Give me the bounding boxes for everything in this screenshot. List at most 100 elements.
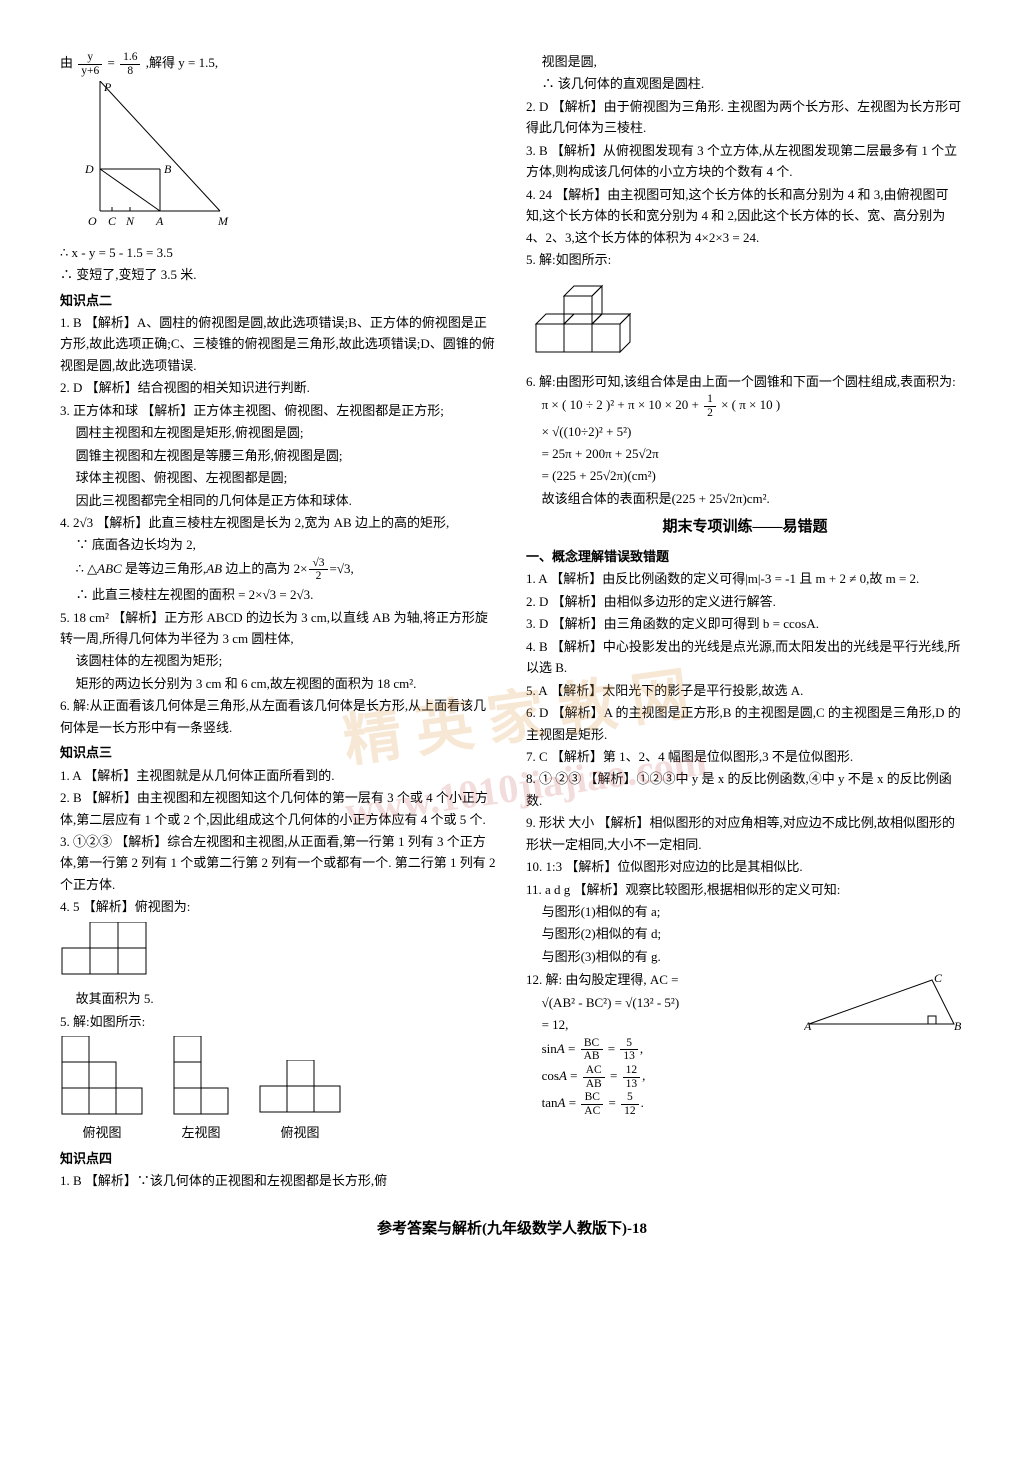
r5: 5. 解:如图所示: <box>526 249 964 270</box>
kz2-4: 4. 2√3 【解析】此直三棱柱左视图是长为 2,宽为 AB 边上的高的矩形, <box>60 512 498 533</box>
kz3-title: 知识点三 <box>60 742 498 763</box>
r6: 6. 解:由图形可知,该组合体是由上面一个圆锥和下面一个圆柱组成,表面积为: <box>526 371 964 392</box>
kz3-5: 5. 解:如图所示: <box>60 1011 498 1032</box>
end-training-title: 期末专项训练——易错题 <box>526 515 964 540</box>
kz3-2: 2. B 【解析】由主视图和左视图知这个几何体的第一层有 3 个或 4 个小正方… <box>60 787 498 830</box>
kz3-3: 3. ①②③ 【解析】综合左视图和主视图,从正面看,第一行第 1 列有 3 个正… <box>60 831 498 895</box>
right-column: 视图是圆, ∴ 该几何体的直观图是圆柱. 2. D 【解析】由于俯视图为三角形.… <box>526 50 964 1193</box>
svg-text:M: M <box>217 214 229 228</box>
c12a: √(AB² - BC²) = √(13² - 5²) <box>526 992 792 1013</box>
kz2-4b: ∵ 底面各边长均为 2, <box>60 534 498 555</box>
kz2-4d: ∴ 此直三棱柱左视图的面积 = 2×√3 = 2√3. <box>60 584 498 605</box>
cube-svg <box>526 274 646 360</box>
r0b: ∴ 该几何体的直观图是圆柱. <box>526 73 964 94</box>
svg-text:C: C <box>108 214 117 228</box>
view1-label: 俯视图 <box>60 1122 144 1143</box>
view3-label: 俯视图 <box>258 1122 342 1143</box>
eq-line: 由 y y+6 = 1.6 8 ,解得 y = 1.5, <box>60 51 498 77</box>
c9: 9. 形状 大小 【解析】相似图形的对应角相等,对应边不成比例,故相似图形的形状… <box>526 812 964 855</box>
frac-den: y+6 <box>78 65 102 78</box>
c11c: 与图形(3)相似的有 g. <box>526 946 964 967</box>
c12e: tanA = BCAC = 512. <box>526 1091 792 1117</box>
c12d: cosA = ACAB = 1213, <box>526 1064 792 1090</box>
frac-den: 8 <box>120 65 140 78</box>
r4: 4. 24 【解析】由主视图可知,这个长方体的长和高分别为 4 和 3,由俯视图… <box>526 184 964 248</box>
svg-text:P: P <box>103 81 112 94</box>
grid4-svg <box>60 922 150 978</box>
r6d: = (225 + 25√2π)(cm²) <box>526 465 964 486</box>
c12: 12. 解: 由勾股定理得, AC = <box>526 969 792 990</box>
svg-text:C: C <box>934 974 943 985</box>
triangle-figure: P D B O C N A M <box>60 81 498 237</box>
eq3: ∴ 变短了,变短了 3.5 米. <box>60 264 498 285</box>
c1: 1. A 【解析】由反比例函数的定义可得|m|-3 = -1 且 m + 2 ≠… <box>526 568 964 589</box>
svg-text:B: B <box>164 162 172 176</box>
c8: 8. ① ②③ 【解析】①②③中 y 是 x 的反比例函数,④中 y 不是 x … <box>526 768 964 811</box>
c11a: 与图形(1)相似的有 a; <box>526 901 964 922</box>
svg-text:N: N <box>125 214 135 228</box>
content-columns: 由 y y+6 = 1.6 8 ,解得 y = 1.5, P <box>60 50 964 1193</box>
eq2: ∴ x - y = 5 - 1.5 = 3.5 <box>60 242 498 263</box>
page-footer: 参考答案与解析(九年级数学人教版下)-18 <box>60 1217 964 1242</box>
kz2-4c: ∴ △ABC 是等边三角形,AB 边上的高为 2×√32=√3, <box>60 557 498 583</box>
kz2-5: 5. 18 cm² 【解析】正方形 ABCD 的边长为 3 cm,以直线 AB … <box>60 607 498 650</box>
c11b: 与图形(2)相似的有 d; <box>526 923 964 944</box>
r0: 视图是圆, <box>526 51 964 72</box>
kz2-6: 6. 解:从正面看该几何体是三角形,从左面看该几何体是长方形,从上面看该几何体是… <box>60 695 498 738</box>
kz3-1: 1. A 【解析】主视图就是从几何体正面所看到的. <box>60 765 498 786</box>
svg-text:A: A <box>155 214 164 228</box>
kz2-title: 知识点二 <box>60 290 498 311</box>
c2: 2. D 【解析】由相似多边形的定义进行解答. <box>526 591 964 612</box>
c10: 10. 1:3 【解析】位似图形对应边的比是其相似比. <box>526 856 964 877</box>
three-views: 俯视图 左视图 俯视图 <box>60 1036 498 1144</box>
svg-text:B: B <box>954 1019 962 1033</box>
kz2-5b: 该圆柱体的左视图为矩形; <box>60 650 498 671</box>
kz4-1: 1. B 【解析】∵该几何体的正视图和左视图都是长方形,俯 <box>60 1170 498 1191</box>
r2: 2. D 【解析】由于俯视图为三角形. 主视图为两个长方形、左视图为长方形可得此… <box>526 96 964 139</box>
frac-num: 1.6 <box>120 51 140 65</box>
kz3-4: 4. 5 【解析】俯视图为: <box>60 896 498 917</box>
c4: 4. B 【解析】中心投影发出的光线是点光源,而太阳发出的光线是平行光线,所以选… <box>526 636 964 679</box>
svg-text:O: O <box>88 214 97 228</box>
c11: 11. a d g 【解析】观察比较图形,根据相似形的定义可知: <box>526 879 964 900</box>
concept-title: 一、概念理解错误致错题 <box>526 546 964 567</box>
left-column: 由 y y+6 = 1.6 8 ,解得 y = 1.5, P <box>60 50 498 1193</box>
r6e: 故该组合体的表面积是(225 + 25√2π)cm². <box>526 488 964 509</box>
view2-label: 左视图 <box>172 1122 230 1143</box>
kz2-3: 3. 正方体和球 【解析】正方体主视图、俯视图、左视图都是正方形; <box>60 400 498 421</box>
kz2-1: 1. B 【解析】A、圆柱的俯视图是圆,故此选项错误;B、正方体的俯视图是正方形… <box>60 312 498 376</box>
r3: 3. B 【解析】从俯视图发现有 3 个立方体,从左视图发现第二层最多有 1 个… <box>526 140 964 183</box>
kz4-title: 知识点四 <box>60 1148 498 1169</box>
triangle-svg: P D B O C N A M <box>60 81 240 231</box>
kz2-5c: 矩形的两边长分别为 3 cm 和 6 cm,故左视图的面积为 18 cm². <box>60 673 498 694</box>
c3: 3. D 【解析】由三角函数的定义即可得到 b = ccosA. <box>526 613 964 634</box>
c6: 6. D 【解析】A 的主视图是正方形,B 的主视图是圆,C 的主视图是三角形,… <box>526 702 964 745</box>
kz2-3b: 圆柱主视图和左视图是矩形,俯视图是圆; <box>60 422 498 443</box>
r6b: × √((10÷2)² + 5²) <box>526 421 964 442</box>
cube-fig <box>526 274 964 366</box>
kz3-4b: 故其面积为 5. <box>60 988 498 1009</box>
svg-text:D: D <box>84 162 94 176</box>
view1-svg <box>60 1036 144 1116</box>
eq1-tail: ,解得 y = 1.5, <box>146 55 218 70</box>
c12c: sinA = BCAB = 513, <box>526 1037 792 1063</box>
kz2-3d: 球体主视图、俯视图、左视图都是圆; <box>60 467 498 488</box>
r6c: = 25π + 200π + 25√2π <box>526 443 964 464</box>
view2-svg <box>172 1036 230 1116</box>
kz2-3c: 圆锥主视图和左视图是等腰三角形,俯视图是圆; <box>60 445 498 466</box>
eq1-pre: 由 <box>60 55 73 70</box>
c7: 7. C 【解析】第 1、2、4 幅图是位似图形,3 不是位似图形. <box>526 746 964 767</box>
eq1-frac-right: 1.6 8 <box>120 51 140 77</box>
kz2-2: 2. D 【解析】结合视图的相关知识进行判断. <box>60 377 498 398</box>
eq1-frac-left: y y+6 <box>78 51 102 77</box>
grid-fig-4 <box>60 922 498 984</box>
r6a: π × ( 10 ÷ 2 )² + π × 10 × 20 + 12 × ( π… <box>526 393 964 419</box>
view3-svg <box>258 1060 342 1116</box>
rt-triangle-svg: A B C <box>804 974 964 1034</box>
c12b: = 12, <box>526 1014 792 1035</box>
q12-row: 12. 解: 由勾股定理得, AC = √(AB² - BC²) = √(13²… <box>526 968 964 1118</box>
kz2-3e: 因此三视图都完全相同的几何体是正方体和球体. <box>60 490 498 511</box>
svg-text:A: A <box>804 1019 812 1033</box>
frac-num: y <box>78 51 102 65</box>
c5: 5. A 【解析】太阳光下的影子是平行投影,故选 A. <box>526 680 964 701</box>
